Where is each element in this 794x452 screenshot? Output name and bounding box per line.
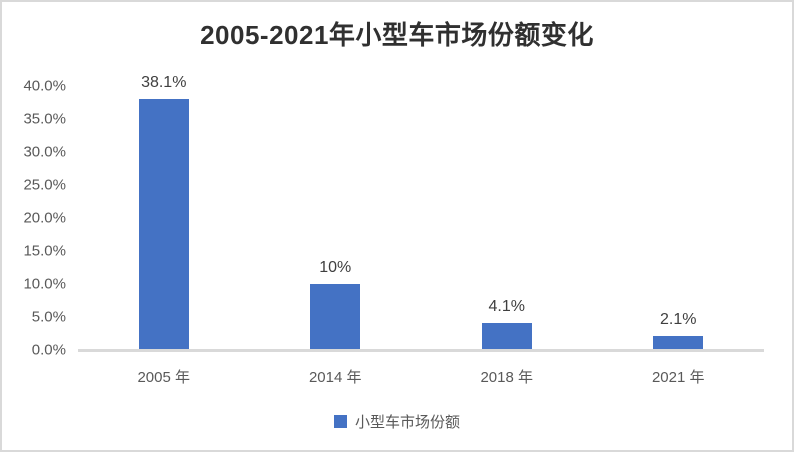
x-axis-labels: 2005 年 2014 年 2018 年 2021 年 [78, 366, 764, 387]
bar-series-3[interactable] [481, 322, 532, 350]
bar-value-label: 10% [319, 259, 352, 276]
plot-area: 38.1% 10% 4.1% 2.1% [78, 74, 765, 350]
legend-series-label: 小型车市场份额 [354, 414, 460, 431]
x-axis-label: 2021 年 [651, 369, 705, 386]
chart-title: 2005-2021年小型车市场份额变化 [200, 20, 594, 50]
bar-value-label: 4.1% [488, 297, 525, 315]
y-tick-label: 10.0% [23, 275, 66, 293]
x-axis-label: 2014 年 [308, 369, 362, 386]
y-tick-label: 5.0% [31, 308, 66, 326]
legend: 小型车市场份额 [2, 411, 792, 432]
bar-series-1[interactable] [138, 98, 189, 350]
bar-value-label: 2.1% [660, 311, 697, 329]
bar-slot: 4.1% [421, 86, 593, 350]
y-tick-label: 30.0% [23, 143, 66, 161]
bar-value-label: 38.1% [141, 73, 187, 91]
bar-slot: 10% [250, 86, 422, 350]
bar-slot: 38.1% [78, 74, 250, 350]
y-tick-label: 35.0% [23, 110, 66, 128]
x-axis-label: 2018 年 [480, 369, 534, 386]
bar-series-4[interactable] [653, 336, 704, 350]
bar-series-2[interactable] [310, 284, 361, 350]
bars-row: 38.1% 10% 4.1% 2.1% [78, 74, 765, 350]
y-tick-label: 40.0% [23, 77, 66, 95]
bar-slot: 2.1% [593, 86, 765, 350]
y-tick-label: 20.0% [23, 209, 66, 227]
y-tick-label: 25.0% [23, 176, 66, 194]
x-axis-line [78, 349, 764, 352]
y-tick-label: 0.0% [31, 341, 66, 359]
legend-swatch-icon [333, 415, 347, 428]
y-tick-label: 15.0% [23, 242, 66, 260]
y-axis: 0.0% 5.0% 10.0% 15.0% 20.0% 25.0% 30.0% 35.0% 40… [8, 78, 70, 359]
x-axis-label: 2005 年 [137, 369, 191, 386]
